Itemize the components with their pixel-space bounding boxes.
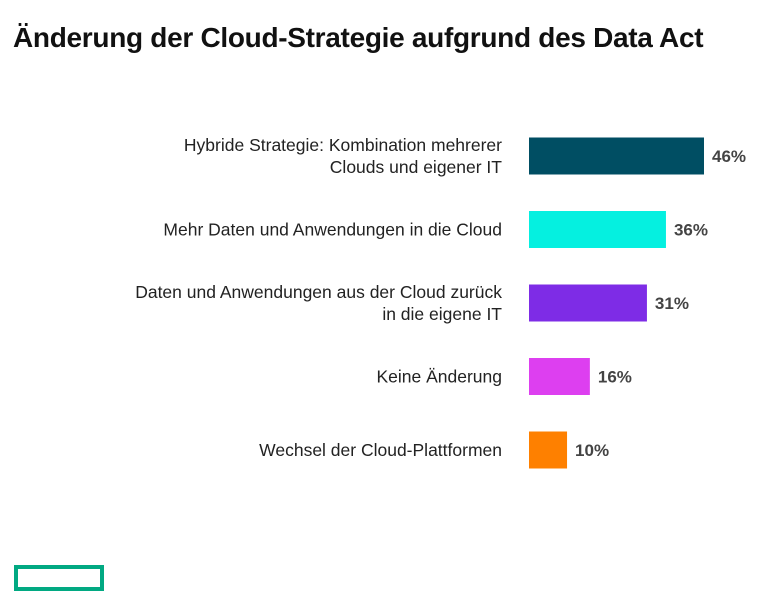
bar-1 bbox=[529, 137, 704, 175]
bar-value-label-4: 16% bbox=[598, 368, 632, 387]
category-label-1: Hybride Strategie: Kombination mehrerer C… bbox=[184, 135, 502, 177]
category-label-5: Wechsel der Cloud-Plattformen bbox=[259, 440, 502, 460]
bar-2 bbox=[529, 211, 666, 248]
bar-4 bbox=[529, 358, 590, 395]
category-label-3: Daten und Anwendungen aus der Cloud zurü… bbox=[135, 282, 502, 324]
bar-value-label-1: 46% bbox=[712, 147, 746, 166]
category-label-4: Keine Änderung bbox=[376, 367, 502, 387]
bar-value-label-3: 31% bbox=[655, 294, 689, 313]
category-label-line: Wechsel der Cloud-Plattformen bbox=[259, 440, 502, 460]
category-label-2: Mehr Daten und Anwendungen in die Cloud bbox=[163, 220, 502, 240]
category-label-line: Mehr Daten und Anwendungen in die Cloud bbox=[163, 220, 502, 240]
bar-3 bbox=[529, 284, 647, 322]
category-label-line: Clouds und eigener IT bbox=[330, 157, 502, 177]
chart-title: Änderung der Cloud-Strategie aufgrund de… bbox=[13, 22, 704, 53]
bar-value-label-5: 10% bbox=[575, 441, 609, 460]
category-label-line: Daten und Anwendungen aus der Cloud zurü… bbox=[135, 282, 502, 302]
category-label-line: in die eigene IT bbox=[382, 304, 502, 324]
bar-5 bbox=[529, 431, 568, 469]
category-label-line: Keine Änderung bbox=[376, 367, 502, 387]
category-label-line: Hybride Strategie: Kombination mehrerer bbox=[184, 135, 502, 155]
brand-logo bbox=[14, 565, 104, 591]
bar-value-label-2: 36% bbox=[674, 221, 708, 240]
